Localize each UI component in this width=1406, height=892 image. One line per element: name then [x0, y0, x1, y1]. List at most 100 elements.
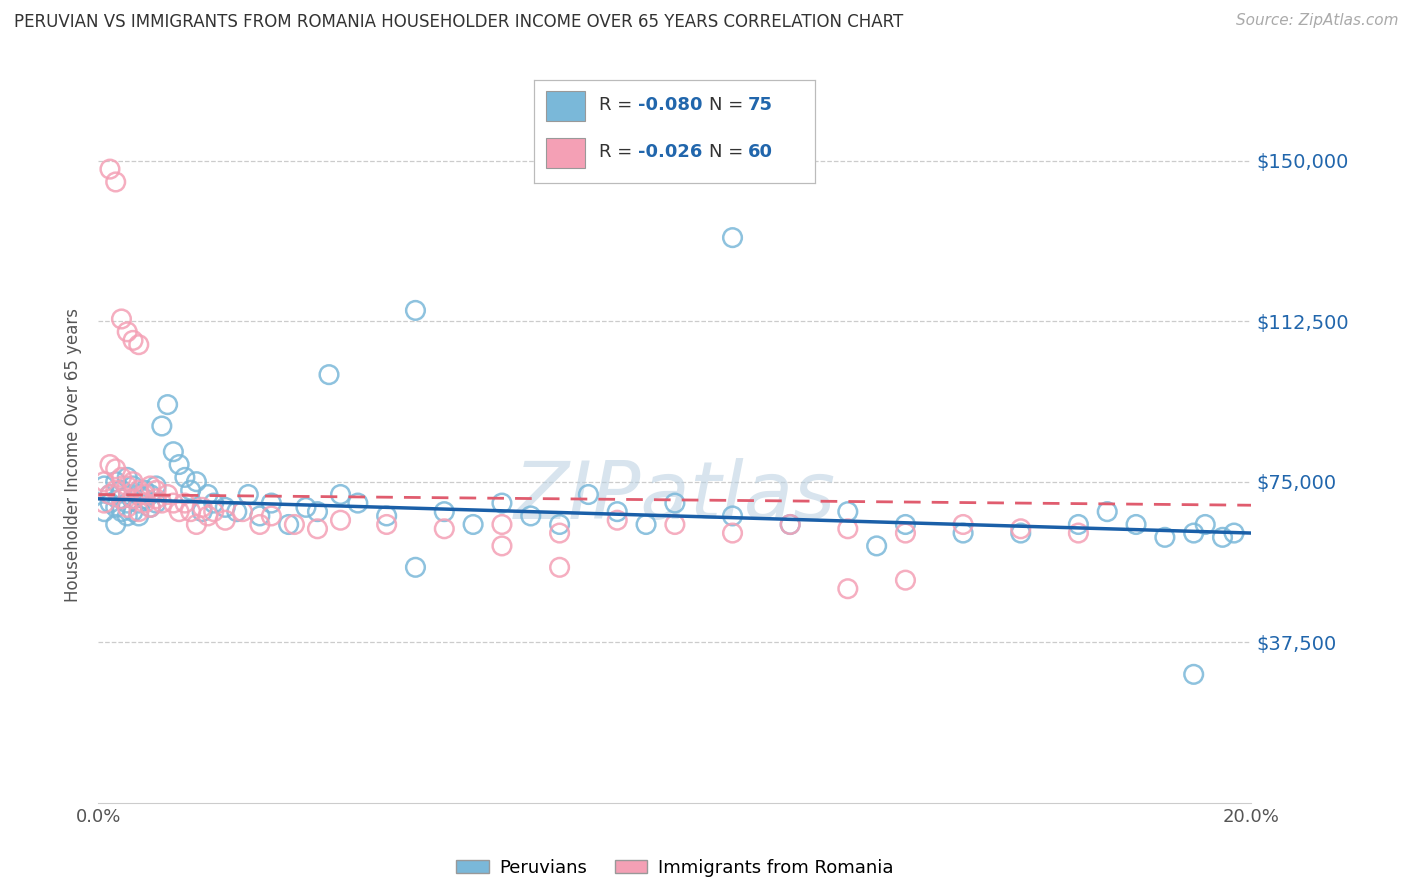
Point	[202, 496, 225, 510]
Point	[174, 470, 197, 484]
Point	[104, 475, 127, 489]
Point	[329, 513, 352, 527]
Point	[180, 483, 202, 498]
Text: R =: R =	[599, 96, 638, 114]
Point	[433, 505, 456, 519]
Point	[231, 505, 254, 519]
Point	[295, 500, 318, 515]
Point	[952, 517, 974, 532]
Point	[1010, 522, 1032, 536]
Point	[117, 325, 139, 339]
Point	[249, 508, 271, 523]
Point	[110, 491, 132, 506]
Text: N =: N =	[709, 96, 748, 114]
Point	[197, 487, 219, 501]
Point	[139, 500, 162, 515]
Point	[162, 496, 184, 510]
Point	[139, 487, 162, 501]
Point	[866, 539, 889, 553]
Point	[93, 505, 115, 519]
Point	[405, 560, 427, 574]
Point	[346, 496, 368, 510]
Point	[837, 505, 859, 519]
Point	[117, 470, 139, 484]
Point	[1212, 530, 1234, 544]
Point	[167, 505, 190, 519]
Point	[145, 483, 167, 498]
Text: Source: ZipAtlas.com: Source: ZipAtlas.com	[1236, 13, 1399, 29]
Point	[122, 479, 145, 493]
Y-axis label: Householder Income Over 65 years: Householder Income Over 65 years	[65, 308, 83, 602]
Point	[93, 496, 115, 510]
Point	[156, 487, 179, 501]
Point	[104, 517, 127, 532]
Point	[225, 505, 247, 519]
Point	[1182, 667, 1205, 681]
Text: 75: 75	[748, 96, 773, 114]
Text: R =: R =	[599, 143, 638, 161]
Point	[104, 500, 127, 515]
Point	[779, 517, 801, 532]
Point	[145, 479, 167, 493]
Point	[191, 505, 214, 519]
Text: ZIPatlas: ZIPatlas	[513, 458, 837, 536]
Point	[1153, 530, 1175, 544]
Point	[664, 496, 686, 510]
Point	[145, 496, 167, 510]
Point	[405, 303, 427, 318]
Point	[134, 487, 156, 501]
Point	[433, 522, 456, 536]
Point	[578, 487, 600, 501]
Point	[721, 508, 744, 523]
Point	[93, 479, 115, 493]
Point	[139, 500, 162, 515]
Point	[134, 491, 156, 506]
Point	[98, 487, 121, 501]
Point	[197, 508, 219, 523]
Bar	[546, 137, 585, 169]
Point	[307, 505, 329, 519]
Point	[520, 508, 543, 523]
Point	[664, 517, 686, 532]
Point	[491, 496, 513, 510]
Point	[128, 337, 150, 351]
Legend: Peruvians, Immigrants from Romania: Peruvians, Immigrants from Romania	[449, 852, 901, 884]
Point	[98, 458, 121, 472]
Point	[894, 573, 917, 587]
Point	[104, 175, 127, 189]
Point	[139, 479, 162, 493]
Point	[548, 526, 571, 541]
Point	[186, 517, 208, 532]
Point	[260, 496, 283, 510]
Point	[491, 517, 513, 532]
Point	[307, 522, 329, 536]
Point	[283, 517, 305, 532]
Bar	[546, 91, 585, 121]
Point	[128, 483, 150, 498]
Point	[186, 475, 208, 489]
Text: PERUVIAN VS IMMIGRANTS FROM ROMANIA HOUSEHOLDER INCOME OVER 65 YEARS CORRELATION: PERUVIAN VS IMMIGRANTS FROM ROMANIA HOUS…	[14, 13, 903, 31]
Point	[721, 230, 744, 244]
Point	[1010, 526, 1032, 541]
Point	[606, 505, 628, 519]
Point	[117, 508, 139, 523]
Point	[180, 505, 202, 519]
Point	[150, 496, 173, 510]
Point	[122, 334, 145, 348]
Point	[375, 517, 398, 532]
Point	[128, 508, 150, 523]
Point	[128, 496, 150, 510]
Point	[1223, 526, 1246, 541]
Point	[162, 444, 184, 458]
Point	[952, 526, 974, 541]
Point	[128, 505, 150, 519]
Point	[277, 517, 299, 532]
Point	[329, 487, 352, 501]
Point	[156, 398, 179, 412]
Point	[318, 368, 340, 382]
Point	[1097, 505, 1119, 519]
Point	[249, 517, 271, 532]
Point	[375, 508, 398, 523]
Point	[122, 475, 145, 489]
Point	[837, 522, 859, 536]
